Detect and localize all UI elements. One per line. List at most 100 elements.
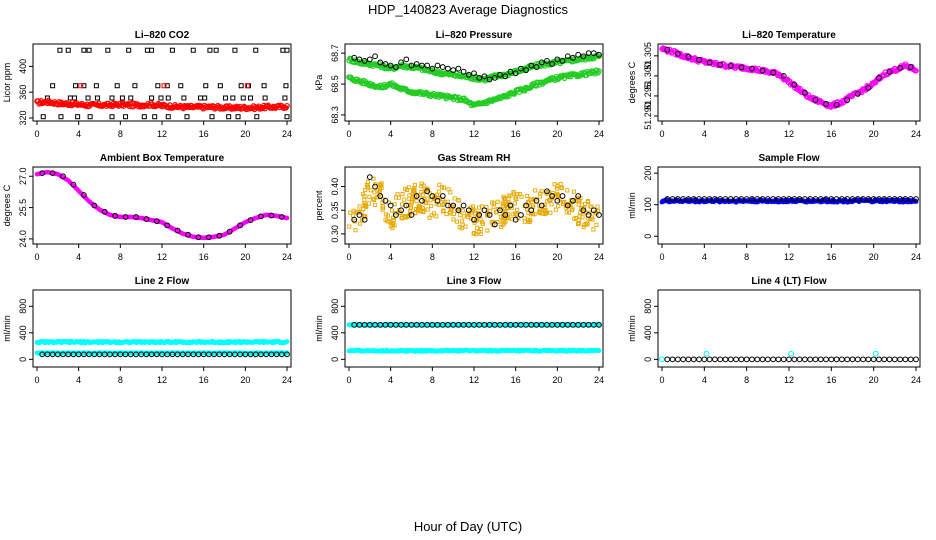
x-tick-label: 24 [911, 252, 921, 262]
data-point [474, 232, 479, 237]
data-point [50, 83, 56, 89]
panel-frame-sample [657, 166, 921, 245]
data-point [217, 83, 223, 89]
x-tick-label: 8 [118, 252, 123, 262]
data-point [419, 181, 424, 186]
series-lower-band [346, 67, 602, 109]
data-point [542, 202, 547, 207]
x-tick-label: 12 [157, 129, 167, 139]
data-point [527, 219, 532, 224]
x-tick-label: 8 [744, 129, 749, 139]
data-point [865, 356, 872, 363]
x-tick-label: 8 [430, 252, 435, 262]
data-point [253, 47, 259, 53]
data-point [579, 202, 585, 207]
data-point [497, 207, 503, 214]
data-point [570, 54, 576, 61]
data-point [284, 351, 290, 358]
data-point [278, 214, 285, 220]
data-point [559, 193, 566, 199]
data-point [886, 68, 893, 75]
x-tick-label: 8 [744, 252, 749, 262]
data-point [465, 207, 472, 214]
x-tick-label: 0 [659, 375, 664, 385]
data-point [523, 67, 529, 74]
data-point [722, 356, 729, 363]
data-point [237, 222, 244, 229]
data-point [486, 212, 493, 218]
y-tick-label: 400 [330, 325, 340, 340]
data-point [876, 356, 882, 363]
data-point [382, 61, 389, 67]
data-point [596, 348, 602, 354]
data-point [365, 179, 370, 184]
data-point [429, 193, 436, 199]
y-tick-label: 400 [18, 325, 28, 340]
data-point [452, 196, 457, 201]
data-point [412, 182, 417, 187]
data-point [493, 210, 499, 215]
panel-frame-line4 [657, 289, 921, 368]
x-tick-label: 12 [469, 375, 479, 385]
data-point [403, 215, 408, 220]
data-point [596, 321, 602, 328]
data-point [517, 212, 524, 218]
data-point [495, 199, 500, 204]
data-point [424, 186, 429, 191]
data-point [254, 114, 260, 120]
x-tick-label: 8 [118, 375, 123, 385]
data-point [91, 202, 98, 209]
series-averages [351, 174, 602, 228]
data-point [891, 356, 898, 363]
x-tick-label: 16 [199, 252, 209, 262]
x-tick-label: 0 [346, 375, 351, 385]
panel-title-sample: Sample Flow [758, 153, 819, 164]
data-point [238, 83, 244, 89]
panel-sample: Sample Flow ml/min 0 4 8 12 16 20 24 0 100 200 [627, 153, 921, 262]
data-point [554, 56, 561, 63]
data-point [72, 95, 77, 101]
y-tick-label: 68.7 [330, 44, 340, 62]
data-point [377, 193, 384, 199]
data-point [582, 222, 587, 227]
data-point [119, 95, 125, 101]
data-point [538, 202, 545, 209]
panel-frame-line3 [344, 289, 604, 368]
x-tick-label: 4 [388, 129, 393, 139]
plot-area-pressure [346, 50, 602, 109]
data-point [383, 217, 388, 222]
x-tick-label: 16 [511, 252, 521, 262]
data-point [441, 197, 446, 202]
data-point [383, 212, 388, 217]
data-point [559, 185, 565, 190]
data-point [262, 95, 268, 101]
data-point [184, 114, 190, 120]
data-point [833, 101, 840, 108]
figure-xlabel: Hour of Day (UTC) [414, 519, 522, 534]
data-point [356, 56, 363, 63]
data-point [523, 202, 529, 209]
data-point [258, 213, 264, 220]
series-averages [351, 321, 602, 328]
data-point [149, 95, 155, 101]
data-point [413, 193, 420, 199]
data-point [474, 225, 480, 230]
data-point [439, 185, 445, 190]
data-point [481, 73, 488, 80]
data-point [203, 83, 209, 89]
data-point [701, 356, 708, 363]
x-tick-label: 8 [430, 129, 435, 139]
data-point [404, 187, 409, 193]
x-tick-label: 24 [911, 375, 921, 385]
data-point [379, 181, 384, 186]
data-point [881, 356, 888, 363]
data-point [717, 61, 724, 68]
series-cal-red [78, 83, 250, 89]
data-point [596, 212, 602, 218]
panel-title-ambient: Ambient Box Temperature [100, 153, 225, 164]
y-tick-label: 100 [643, 197, 653, 212]
data-point [528, 207, 535, 214]
data-point [174, 227, 181, 234]
data-point [537, 194, 542, 199]
x-tick-label: 8 [430, 375, 435, 385]
